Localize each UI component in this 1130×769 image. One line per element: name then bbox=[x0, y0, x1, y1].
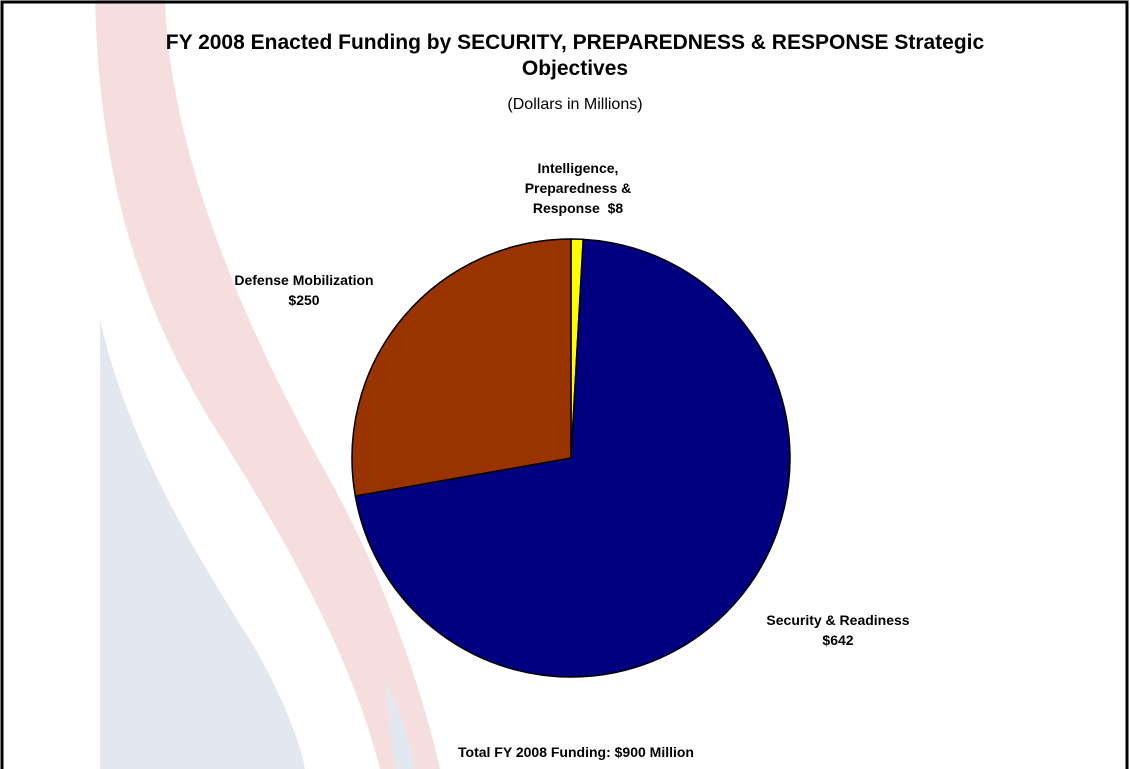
pie-slice bbox=[354, 238, 791, 678]
value-label: $642 bbox=[822, 632, 854, 648]
decor-swoosh-blue bbox=[100, 320, 305, 769]
chart-title: FY 2008 Enacted Funding by SECURITY, PRE… bbox=[165, 31, 985, 80]
slice-label: Intelligence, Preparedness & Response $8 bbox=[503, 158, 653, 218]
decor-swoosh-red bbox=[95, 0, 440, 769]
slice-label: Security & Readiness $642 bbox=[728, 610, 948, 650]
category-label: Defense Mobilization bbox=[234, 272, 374, 288]
category-label: Intelligence, Preparedness & Response bbox=[524, 160, 632, 216]
decor-swoosh-white bbox=[98, 290, 370, 769]
pie-slice bbox=[351, 238, 572, 497]
annotation: Total FY 2008 Funding: $900 Million bbox=[458, 744, 694, 760]
value-label: $250 bbox=[288, 292, 320, 308]
category-label: Security & Readiness bbox=[766, 612, 910, 628]
chart-subtitle: (Dollars in Millions) bbox=[507, 96, 643, 113]
decor-swoosh-blue-small bbox=[385, 680, 415, 769]
slice-label: Defense Mobilization $250 bbox=[194, 270, 414, 310]
value-label: $8 bbox=[607, 200, 624, 216]
